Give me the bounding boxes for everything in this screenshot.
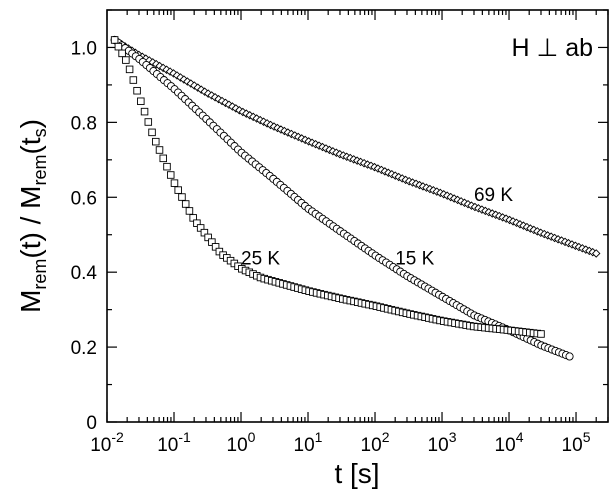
- data-point-square: [122, 56, 130, 64]
- data-point-square: [129, 76, 138, 84]
- data-point-square: [181, 200, 190, 208]
- data-point-square: [163, 162, 171, 171]
- data-point-square: [148, 128, 156, 137]
- data-point-square: [155, 146, 164, 154]
- data-point-square: [152, 137, 160, 146]
- data-points: [110, 35, 601, 361]
- data-point-diamond: [183, 77, 192, 86]
- tick-labels: 10-2 10-1 100 101 102 103 104 105 0 0.2 0.4 0.6 0.8 1…: [71, 38, 591, 456]
- x-tick-label: 104: [495, 429, 524, 456]
- y-tick-label: 0: [86, 413, 97, 434]
- data-point-square: [140, 107, 149, 116]
- data-point-square: [159, 154, 168, 163]
- series-label: 25 K: [241, 249, 280, 270]
- x-axis-title: t [s]: [334, 458, 379, 489]
- data-point-square: [166, 171, 175, 179]
- data-point-square: [170, 179, 179, 187]
- data-point-square: [125, 65, 134, 74]
- annotation: H ⊥ ab: [511, 34, 593, 62]
- plot-frame: [106, 9, 609, 423]
- x-tick-label: 101: [294, 429, 323, 456]
- data-point-square: [178, 193, 186, 201]
- data-point-square: [185, 207, 194, 215]
- data-point-square: [174, 186, 182, 194]
- data-point-circle: [565, 352, 574, 361]
- data-point-square: [133, 86, 141, 95]
- axis-ticks: [106, 9, 609, 423]
- x-tick-label: 10-1: [157, 429, 191, 456]
- x-tick-label: 105: [562, 429, 591, 456]
- series-label: 15 K: [395, 249, 434, 270]
- y-tick-label: 0.2: [71, 338, 97, 359]
- data-point-square: [137, 97, 145, 106]
- y-tick-label: 1.0: [71, 38, 97, 59]
- x-tick-label: 102: [361, 429, 390, 456]
- y-tick-label: 0.6: [71, 188, 97, 209]
- x-tick-label: 10-2: [90, 429, 124, 456]
- series-labels: 69 K 15 K 25 K: [241, 185, 513, 270]
- x-tick-label: 100: [227, 429, 256, 456]
- series-label: 69 K: [474, 185, 513, 206]
- data-point-square: [118, 49, 126, 58]
- y-tick-label: 0.8: [71, 113, 97, 134]
- data-point-square: [110, 36, 119, 44]
- data-point-diamond: [591, 249, 601, 258]
- data-point-square: [144, 118, 153, 126]
- data-point-square: [114, 42, 123, 51]
- x-tick-label: 103: [428, 429, 457, 456]
- y-tick-label: 0.4: [71, 263, 98, 284]
- y-axis-title: Mrem(t) / Mrem(ts): [15, 119, 50, 313]
- data-point-square: [537, 330, 545, 338]
